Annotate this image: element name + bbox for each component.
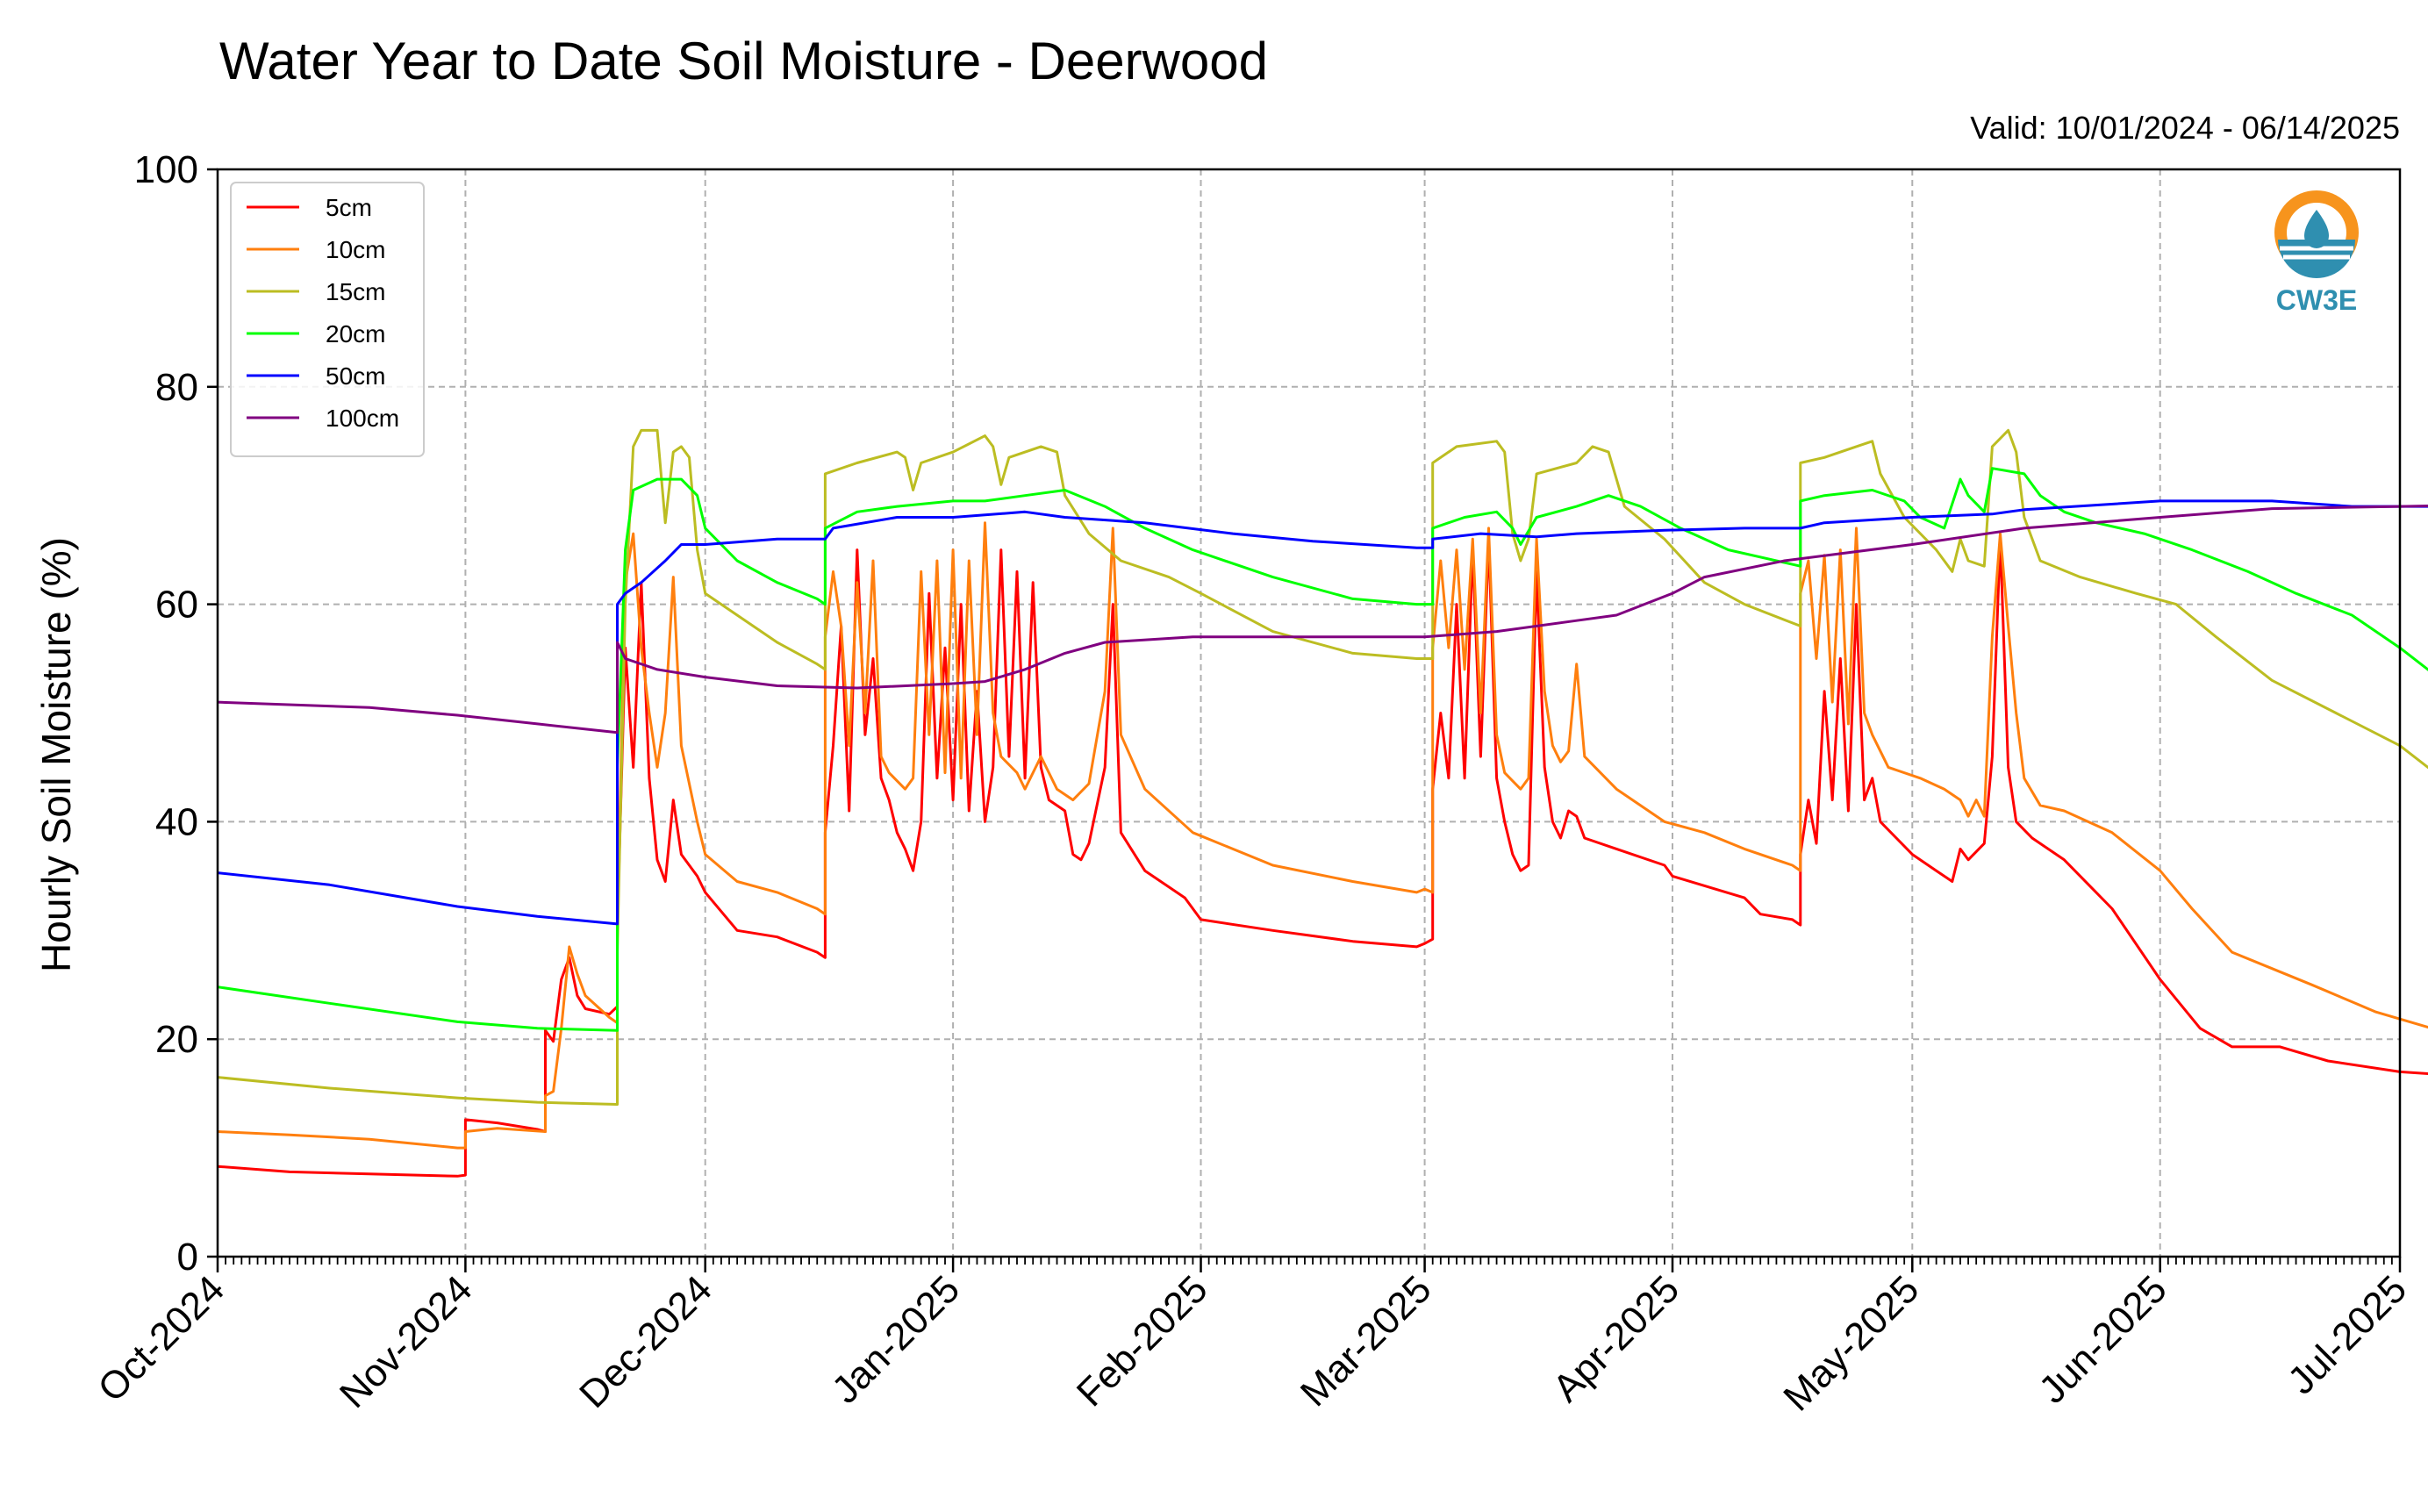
series-line-50cm [217, 499, 2428, 926]
cw3e-logo: CW3E [2274, 190, 2359, 316]
x-tick-label: Jul-2025 [2280, 1267, 2415, 1402]
legend: 5cm 10cm 15cm 20cm 50cm 100cm [230, 182, 425, 457]
logo-droplet-icon [2304, 210, 2329, 248]
legend-label: 5cm [326, 194, 372, 221]
y-tick-label: 60 [155, 584, 198, 627]
axes [216, 168, 2402, 1258]
x-tick-label: Dec-2024 [571, 1267, 720, 1416]
legend-label: 100cm [326, 405, 399, 432]
grid-lines [218, 169, 2400, 1257]
x-tick-label: Apr-2025 [1544, 1267, 1687, 1410]
chart-title: Water Year to Date Soil Moisture - Deerw… [219, 32, 1268, 90]
legend-label: 10cm [326, 236, 385, 263]
y-tick-label: 20 [155, 1018, 198, 1061]
legend-label: 50cm [326, 362, 385, 390]
x-tick-label: Feb-2025 [1069, 1267, 1216, 1415]
y-tick-label: 0 [177, 1236, 198, 1279]
x-tick-label: Jan-2025 [824, 1267, 968, 1411]
y-axis-label: Hourly Soil Moisture (%) [33, 537, 79, 972]
y-tick-label: 40 [155, 800, 198, 843]
series-line-15cm [217, 428, 2428, 1106]
legend-label: 20cm [326, 320, 385, 348]
x-tick-label: Jun-2025 [2030, 1267, 2174, 1411]
series-line-5cm [217, 537, 2428, 1178]
x-tick-label: May-2025 [1775, 1267, 1927, 1419]
legend-label: 15cm [326, 278, 385, 305]
x-tick-label: Mar-2025 [1293, 1267, 1440, 1415]
series-line-10cm [217, 521, 2428, 1150]
y-tick-label: 100 [134, 148, 198, 191]
y-axis-ticks: 0 20 40 60 80 100 [134, 148, 218, 1279]
series-line-100cm [217, 504, 2428, 735]
legend-box [230, 182, 425, 457]
x-tick-label: Oct-2024 [90, 1267, 233, 1410]
series-lines [217, 428, 2428, 1178]
x-tick-label: Nov-2024 [332, 1267, 481, 1416]
valid-date-range: Valid: 10/01/2024 - 06/14/2025 [1970, 110, 2400, 146]
series-line-20cm [217, 467, 2428, 1032]
y-tick-label: 80 [155, 366, 198, 409]
logo-text: CW3E [2276, 284, 2357, 316]
plot-frame [216, 168, 2402, 1258]
x-axis-ticks: Oct-2024 Nov-2024 Dec-2024 Jan-2025 Feb-2025… [90, 1257, 2415, 1419]
